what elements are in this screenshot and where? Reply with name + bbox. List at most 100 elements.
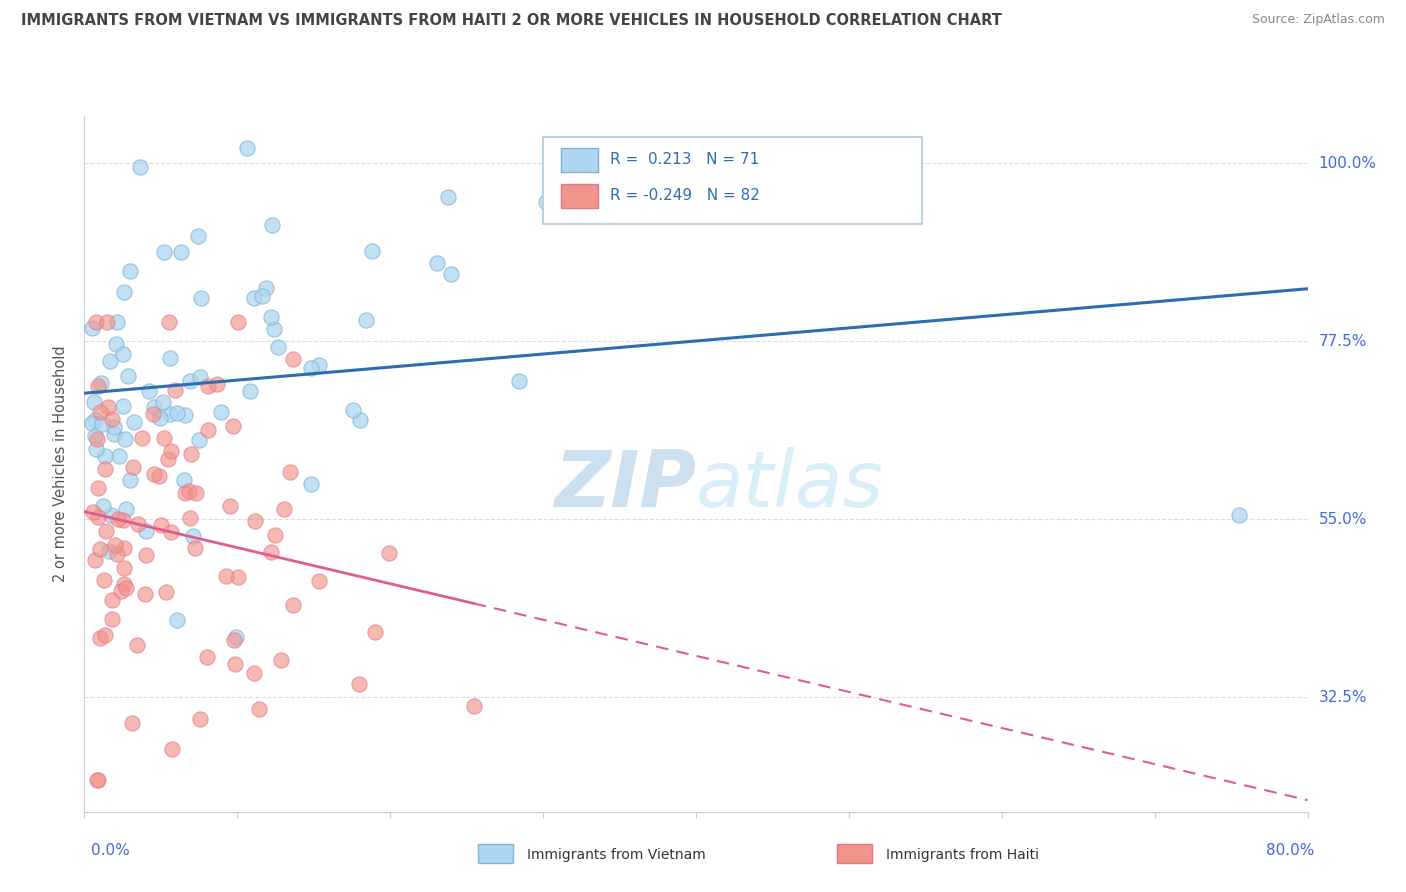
Point — [273, 502, 295, 516]
Point — [436, 190, 458, 204]
Text: 0.0%: 0.0% — [91, 843, 131, 858]
Point — [94, 461, 117, 475]
Point — [222, 632, 245, 647]
Text: ZIP: ZIP — [554, 447, 696, 523]
Point — [308, 358, 330, 372]
Point — [111, 347, 134, 361]
FancyBboxPatch shape — [561, 148, 598, 172]
Point — [86, 773, 108, 788]
Point — [160, 742, 183, 756]
Point — [173, 408, 195, 422]
Point — [93, 450, 115, 464]
FancyBboxPatch shape — [543, 136, 922, 224]
Point — [87, 773, 110, 788]
Point — [222, 419, 245, 434]
Point — [121, 460, 143, 475]
Point — [195, 650, 218, 665]
Point — [187, 433, 209, 447]
Point — [190, 291, 212, 305]
Point — [152, 395, 174, 409]
Point — [179, 375, 201, 389]
Point — [224, 657, 246, 672]
Point — [226, 314, 249, 328]
Point — [100, 508, 122, 522]
Point — [105, 337, 128, 351]
Point — [101, 412, 124, 426]
Point — [90, 376, 112, 391]
Point — [84, 442, 107, 456]
Point — [166, 406, 188, 420]
Text: 55.0%: 55.0% — [1319, 512, 1367, 526]
Point — [124, 415, 146, 429]
Point — [426, 255, 449, 269]
Point — [281, 352, 304, 367]
Point — [160, 443, 183, 458]
Point — [114, 432, 136, 446]
Point — [103, 420, 125, 434]
Point — [97, 401, 120, 415]
Point — [101, 611, 124, 625]
Point — [155, 585, 177, 599]
Point — [173, 473, 195, 487]
Point — [105, 315, 128, 329]
Point — [97, 544, 120, 558]
Point — [205, 377, 228, 392]
Point — [90, 417, 112, 431]
Point — [115, 502, 138, 516]
Point — [364, 625, 387, 640]
Point — [215, 568, 238, 582]
Point — [118, 473, 141, 487]
Text: 32.5%: 32.5% — [1319, 690, 1367, 705]
Point — [135, 548, 157, 562]
Point — [142, 407, 165, 421]
Point — [127, 516, 149, 531]
Point — [188, 712, 211, 726]
Point — [153, 431, 176, 445]
Point — [115, 581, 138, 595]
Point — [184, 485, 207, 500]
Point — [209, 405, 232, 419]
Point — [83, 553, 105, 567]
Point — [184, 541, 207, 555]
Text: 80.0%: 80.0% — [1267, 843, 1315, 858]
Point — [112, 285, 135, 299]
Point — [349, 677, 371, 691]
Point — [174, 486, 197, 500]
Text: R = -0.249   N = 82: R = -0.249 N = 82 — [610, 188, 761, 203]
Point — [197, 423, 219, 437]
Point — [108, 449, 131, 463]
Text: atlas: atlas — [696, 447, 884, 523]
Point — [156, 451, 179, 466]
Point — [104, 538, 127, 552]
Point — [165, 383, 187, 397]
Point — [463, 698, 485, 713]
Point — [86, 432, 108, 446]
Point — [87, 379, 110, 393]
Point — [112, 560, 135, 574]
Point — [342, 403, 364, 417]
Point — [107, 511, 129, 525]
Point — [157, 314, 180, 328]
Point — [117, 368, 139, 383]
Point — [112, 576, 135, 591]
Point — [93, 573, 115, 587]
Point — [278, 465, 301, 479]
Text: Immigrants from Vietnam: Immigrants from Vietnam — [527, 847, 706, 862]
FancyBboxPatch shape — [561, 184, 598, 209]
Point — [89, 541, 111, 556]
Point — [228, 570, 250, 584]
Point — [82, 320, 104, 334]
Point — [150, 518, 173, 533]
Point — [134, 587, 156, 601]
Y-axis label: 2 or more Vehicles in Household: 2 or more Vehicles in Household — [53, 345, 69, 582]
Point — [260, 310, 283, 324]
Point — [84, 314, 107, 328]
Point — [299, 361, 322, 376]
Point — [236, 140, 259, 154]
Point — [354, 313, 377, 327]
Point — [149, 410, 172, 425]
Point — [143, 467, 166, 481]
Point — [308, 574, 330, 588]
Point — [166, 614, 188, 628]
Point — [82, 505, 104, 519]
